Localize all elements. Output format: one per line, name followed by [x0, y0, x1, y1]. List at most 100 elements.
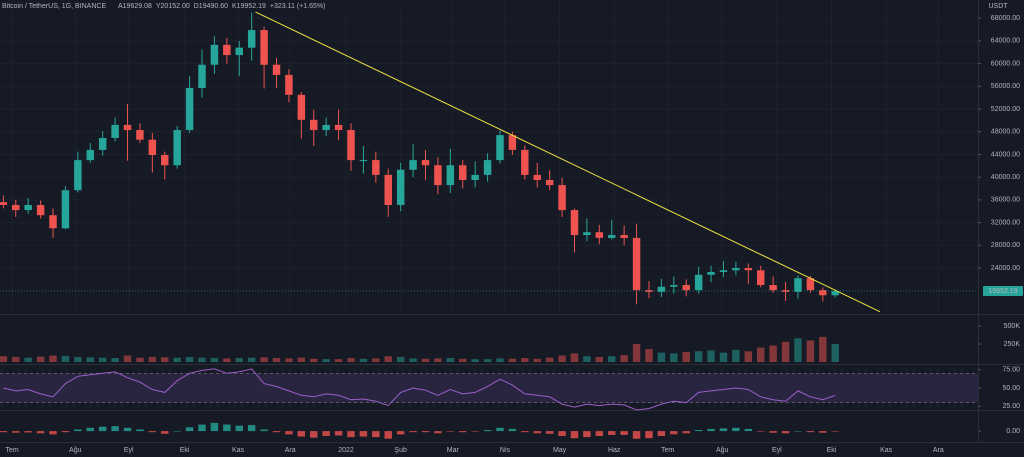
x-tick-label: Şub — [394, 447, 407, 454]
x-tick-label: Eyl — [124, 447, 134, 454]
macd-bar — [781, 431, 790, 434]
volume-bar — [36, 356, 45, 362]
volume-bar — [632, 344, 641, 362]
macd-bar — [123, 427, 132, 432]
macd-bar — [707, 428, 715, 432]
candle-body — [483, 160, 492, 175]
volume-bar — [148, 356, 157, 362]
chart-title: Bitcoin / TetherUS, 1G, BINANCE — [2, 3, 106, 10]
candle-body — [372, 160, 380, 175]
candle-body — [161, 155, 169, 166]
macd-bar — [756, 431, 765, 432]
macd-bar — [645, 431, 653, 439]
macd-bar — [247, 425, 256, 432]
y-tick-label: 0.00 — [1006, 428, 1020, 435]
candle-body — [260, 30, 268, 65]
volume-bar — [483, 359, 492, 362]
candle-body — [682, 285, 690, 291]
y-tick-label: 32000.00 — [991, 219, 1020, 226]
macd-bar — [794, 431, 802, 432]
y-tick-label: 36000.00 — [991, 197, 1020, 204]
x-tick-label: Ağu — [69, 447, 82, 454]
x-tick-label: Eki — [827, 447, 837, 454]
ohlc-value: A19629.08 — [118, 3, 152, 10]
volume-bar — [533, 358, 541, 362]
macd-bar — [210, 422, 219, 432]
volume-bar — [806, 340, 815, 362]
candle-body — [583, 232, 591, 236]
rsi-line — [3, 368, 836, 411]
volume-bar — [409, 358, 417, 362]
macd-bar — [483, 430, 492, 432]
macd-bar — [148, 431, 157, 433]
volume-bar — [173, 357, 181, 362]
candle-body — [24, 204, 32, 211]
volume-bar — [61, 355, 70, 362]
candle-body — [223, 44, 231, 56]
volume-bar — [595, 356, 604, 362]
candle-body — [595, 232, 604, 238]
volume-bar — [732, 349, 740, 362]
volume-bar — [359, 358, 368, 362]
candle-body — [123, 124, 132, 131]
macd-bar — [732, 427, 740, 432]
volume-bar — [769, 345, 777, 362]
macd-bar — [496, 427, 504, 432]
x-tick-label: Eki — [180, 447, 190, 454]
candle-body — [210, 44, 219, 65]
macd-bar — [744, 428, 753, 432]
candle-body — [173, 130, 181, 166]
volume-bar — [707, 350, 715, 362]
volume-bar — [123, 355, 132, 362]
x-tick-label: Tem — [5, 447, 18, 454]
candle-body — [136, 130, 144, 140]
candle-body — [570, 210, 579, 236]
macd-bar — [74, 429, 82, 432]
legend-backdrop — [0, 0, 420, 12]
volume-bar — [620, 355, 628, 362]
candle-body — [670, 285, 678, 287]
ohlc-value: Y20152.00 — [156, 3, 190, 10]
candle-body — [185, 88, 194, 131]
macd-bar — [372, 431, 380, 438]
y-tick-label: 60000.00 — [991, 60, 1020, 67]
candle-body — [707, 271, 715, 275]
volume-bar — [161, 357, 169, 362]
unit-label: USDT — [988, 3, 1008, 10]
volume-bar — [682, 351, 690, 362]
macd-bar — [831, 431, 839, 432]
macd-bar — [682, 431, 690, 434]
y-tick-label: 44000.00 — [991, 151, 1020, 158]
volume-bar — [24, 357, 32, 362]
macd-bar — [446, 431, 455, 432]
y-tick-label: 48000.00 — [991, 129, 1020, 136]
macd-bar — [632, 431, 641, 439]
candle-body — [49, 215, 57, 229]
macd-bar — [86, 427, 94, 432]
macd-bar — [694, 430, 703, 432]
candle-body — [285, 74, 293, 95]
macd-bar — [819, 431, 827, 433]
candle-body — [819, 290, 827, 296]
macd-bar — [396, 431, 405, 435]
rsi-band — [0, 373, 978, 403]
macd-bar — [260, 429, 268, 432]
volume-bar — [694, 351, 703, 362]
y-tick-label: 68000.00 — [991, 15, 1020, 22]
volume-bar — [459, 358, 467, 362]
last-price-label: 19952.19 — [988, 288, 1017, 295]
volume-bar — [98, 357, 107, 362]
volume-bar — [719, 352, 728, 362]
volume-bar — [756, 347, 765, 362]
candle-body — [98, 137, 107, 150]
candle-body — [471, 174, 479, 180]
ohlc-value: K19952.19 — [232, 3, 266, 10]
candle-body — [620, 235, 628, 238]
macd-bar — [198, 424, 206, 432]
macd-bar — [421, 431, 430, 433]
y-tick-label: 50.00 — [1002, 385, 1020, 392]
volume-bar — [272, 358, 281, 362]
macd-bar — [657, 431, 666, 436]
x-tick-label: Nis — [500, 447, 511, 454]
candle-body — [545, 179, 554, 186]
